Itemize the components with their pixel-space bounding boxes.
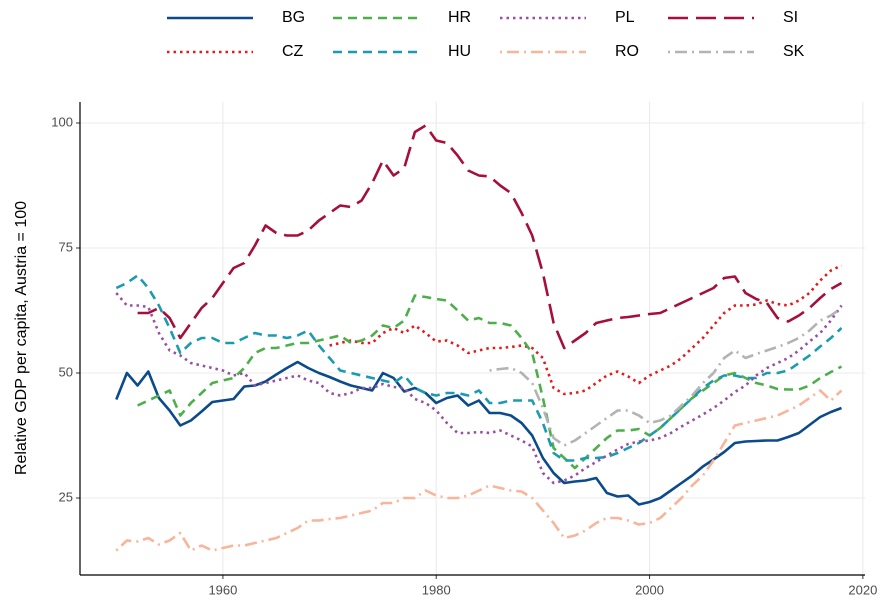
- series-line: [137, 294, 843, 470]
- series-line: [115, 360, 842, 506]
- y-tick-label: 50: [59, 364, 73, 379]
- y-axis-label: Relative GDP per capita, Austria = 100: [13, 201, 30, 475]
- legend-label: PL: [615, 9, 635, 26]
- series-line: [115, 292, 843, 485]
- y-tick-label: 75: [59, 239, 73, 254]
- x-tick-label: 2000: [635, 582, 664, 597]
- legend-label: SK: [783, 43, 805, 60]
- legend-label: RO: [615, 43, 639, 60]
- y-tick-label: 100: [51, 114, 73, 129]
- series-line: [115, 274, 843, 462]
- legend-label: HR: [448, 9, 471, 26]
- x-tick-label: 1960: [208, 582, 237, 597]
- y-tick-label: 25: [59, 489, 73, 504]
- series-line: [489, 306, 843, 447]
- x-tick-label: 1980: [422, 582, 451, 597]
- legend-label: BG: [282, 9, 305, 26]
- legend-label: SI: [783, 9, 798, 26]
- x-tick-label: 2020: [848, 582, 877, 597]
- series-line: [137, 124, 843, 350]
- legend-label: CZ: [282, 43, 304, 60]
- series-line: [115, 389, 843, 552]
- legend-label: HU: [448, 43, 471, 60]
